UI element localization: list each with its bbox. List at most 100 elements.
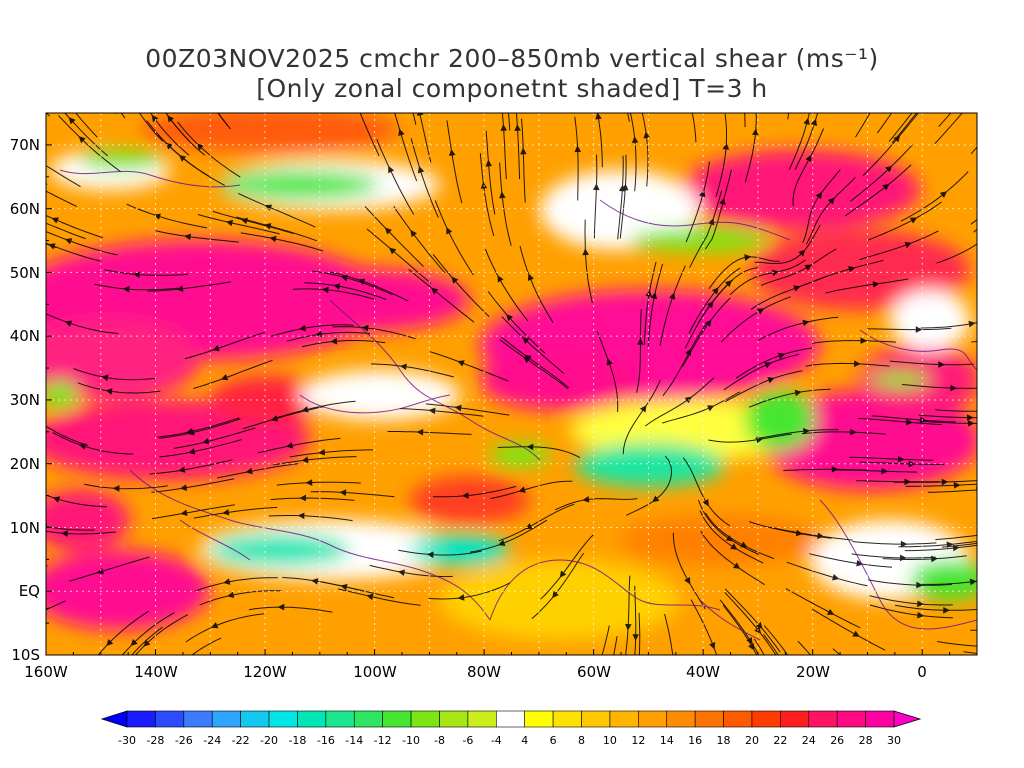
streamline [936, 243, 977, 264]
colorbar-cell [155, 710, 185, 728]
streamline [882, 555, 967, 560]
streamline [792, 128, 824, 206]
coastline-segment [179, 519, 251, 561]
streamline-arrow [29, 183, 35, 188]
streamline [720, 296, 791, 343]
streamline [700, 530, 765, 586]
streamline [484, 248, 529, 322]
streamline-arrow [497, 275, 504, 283]
streamline [52, 432, 134, 455]
streamline [918, 414, 977, 419]
streamline-arrow [457, 360, 465, 367]
streamline-arrow [764, 362, 772, 369]
streamline-arrow [499, 191, 506, 199]
streamline-arrow [724, 280, 733, 288]
streamline-arrow [969, 578, 977, 586]
streamline [64, 113, 109, 157]
streamline [490, 480, 573, 500]
streamline-arrow [722, 142, 730, 150]
streamline [46, 165, 81, 188]
streamline [898, 540, 977, 548]
colorbar-label: -16 [317, 734, 335, 747]
streamline-arrow [637, 337, 644, 345]
streamline [193, 359, 273, 389]
lon-label: 40W [686, 663, 720, 681]
streamline-arrow [852, 630, 860, 637]
streamline-arrow [106, 638, 114, 646]
streamline-arrow [668, 292, 676, 300]
streamline [900, 171, 969, 222]
streamline [158, 418, 241, 439]
streamline [859, 230, 939, 261]
streamline-arrow [34, 159, 40, 164]
streamline [236, 216, 317, 242]
colorbar-left-arrow [100, 710, 128, 728]
streamline [689, 190, 723, 268]
streamline-arrow [299, 494, 306, 502]
streamline-arrow [815, 191, 823, 200]
streamline [366, 228, 432, 284]
streamline [629, 113, 637, 192]
streamline-arrow [1019, 626, 1024, 631]
streamline-arrow [684, 576, 691, 585]
streamline-arrow [827, 197, 835, 205]
streamline-arrow [788, 674, 793, 680]
streamline-arrow [227, 591, 235, 598]
streamline [212, 210, 295, 235]
streamline [479, 153, 495, 237]
streamline [393, 206, 446, 274]
colorbar-cell [581, 710, 611, 728]
streamline [531, 552, 585, 620]
streamline [802, 169, 841, 243]
colorbar-label: -4 [491, 734, 502, 747]
streamline [857, 417, 942, 425]
streamline-arrow [130, 638, 138, 646]
streamline-arrow [756, 308, 765, 315]
streamline-arrow [448, 148, 456, 157]
streamline-arrow [212, 344, 220, 352]
streamline [149, 113, 190, 156]
title-line-2: [Only zonal componetnt shaded] T=3 h [256, 74, 768, 103]
streamline [636, 309, 642, 393]
streamline-arrow [831, 465, 839, 473]
streamline [46, 600, 66, 611]
streamline-arrow [401, 73, 406, 79]
streamline [787, 113, 790, 120]
streamline-arrow [269, 235, 277, 243]
colorbar-label: 22 [773, 734, 787, 747]
streamline [77, 382, 161, 394]
streamline [115, 113, 118, 115]
streamline [371, 363, 454, 378]
lat-label: 10N [10, 519, 40, 537]
streamline [276, 481, 361, 486]
streamline-arrow [520, 147, 527, 155]
colorbar-label: 10 [603, 734, 617, 747]
lon-label: 160W [24, 663, 68, 681]
colorbar-cell [865, 710, 895, 728]
streamline-arrow [384, 227, 392, 235]
streamline [622, 379, 661, 455]
streamline [970, 218, 977, 225]
streamline [485, 130, 496, 215]
streamline [867, 327, 952, 331]
streamline-arrow [881, 467, 889, 475]
streamline [690, 599, 718, 655]
colorbar-cell [723, 710, 753, 728]
streamline [941, 542, 977, 548]
streamline-arrow [225, 219, 234, 227]
streamline [151, 478, 235, 493]
colorbar-cell [495, 710, 526, 728]
streamline-arrow [500, 124, 508, 131]
streamline [748, 388, 831, 408]
streamline-arrow [451, 276, 459, 284]
streamline [724, 370, 803, 403]
streamline [270, 497, 355, 501]
colorbar-cell [325, 710, 355, 728]
colorbar-label: 18 [717, 734, 731, 747]
streamline [329, 271, 409, 302]
streamline-arrow [223, 578, 231, 585]
streamline-arrow [526, 443, 534, 451]
streamline-arrow [321, 286, 329, 294]
colorbar-label: -22 [232, 734, 250, 747]
streamline-arrow [777, 352, 786, 360]
